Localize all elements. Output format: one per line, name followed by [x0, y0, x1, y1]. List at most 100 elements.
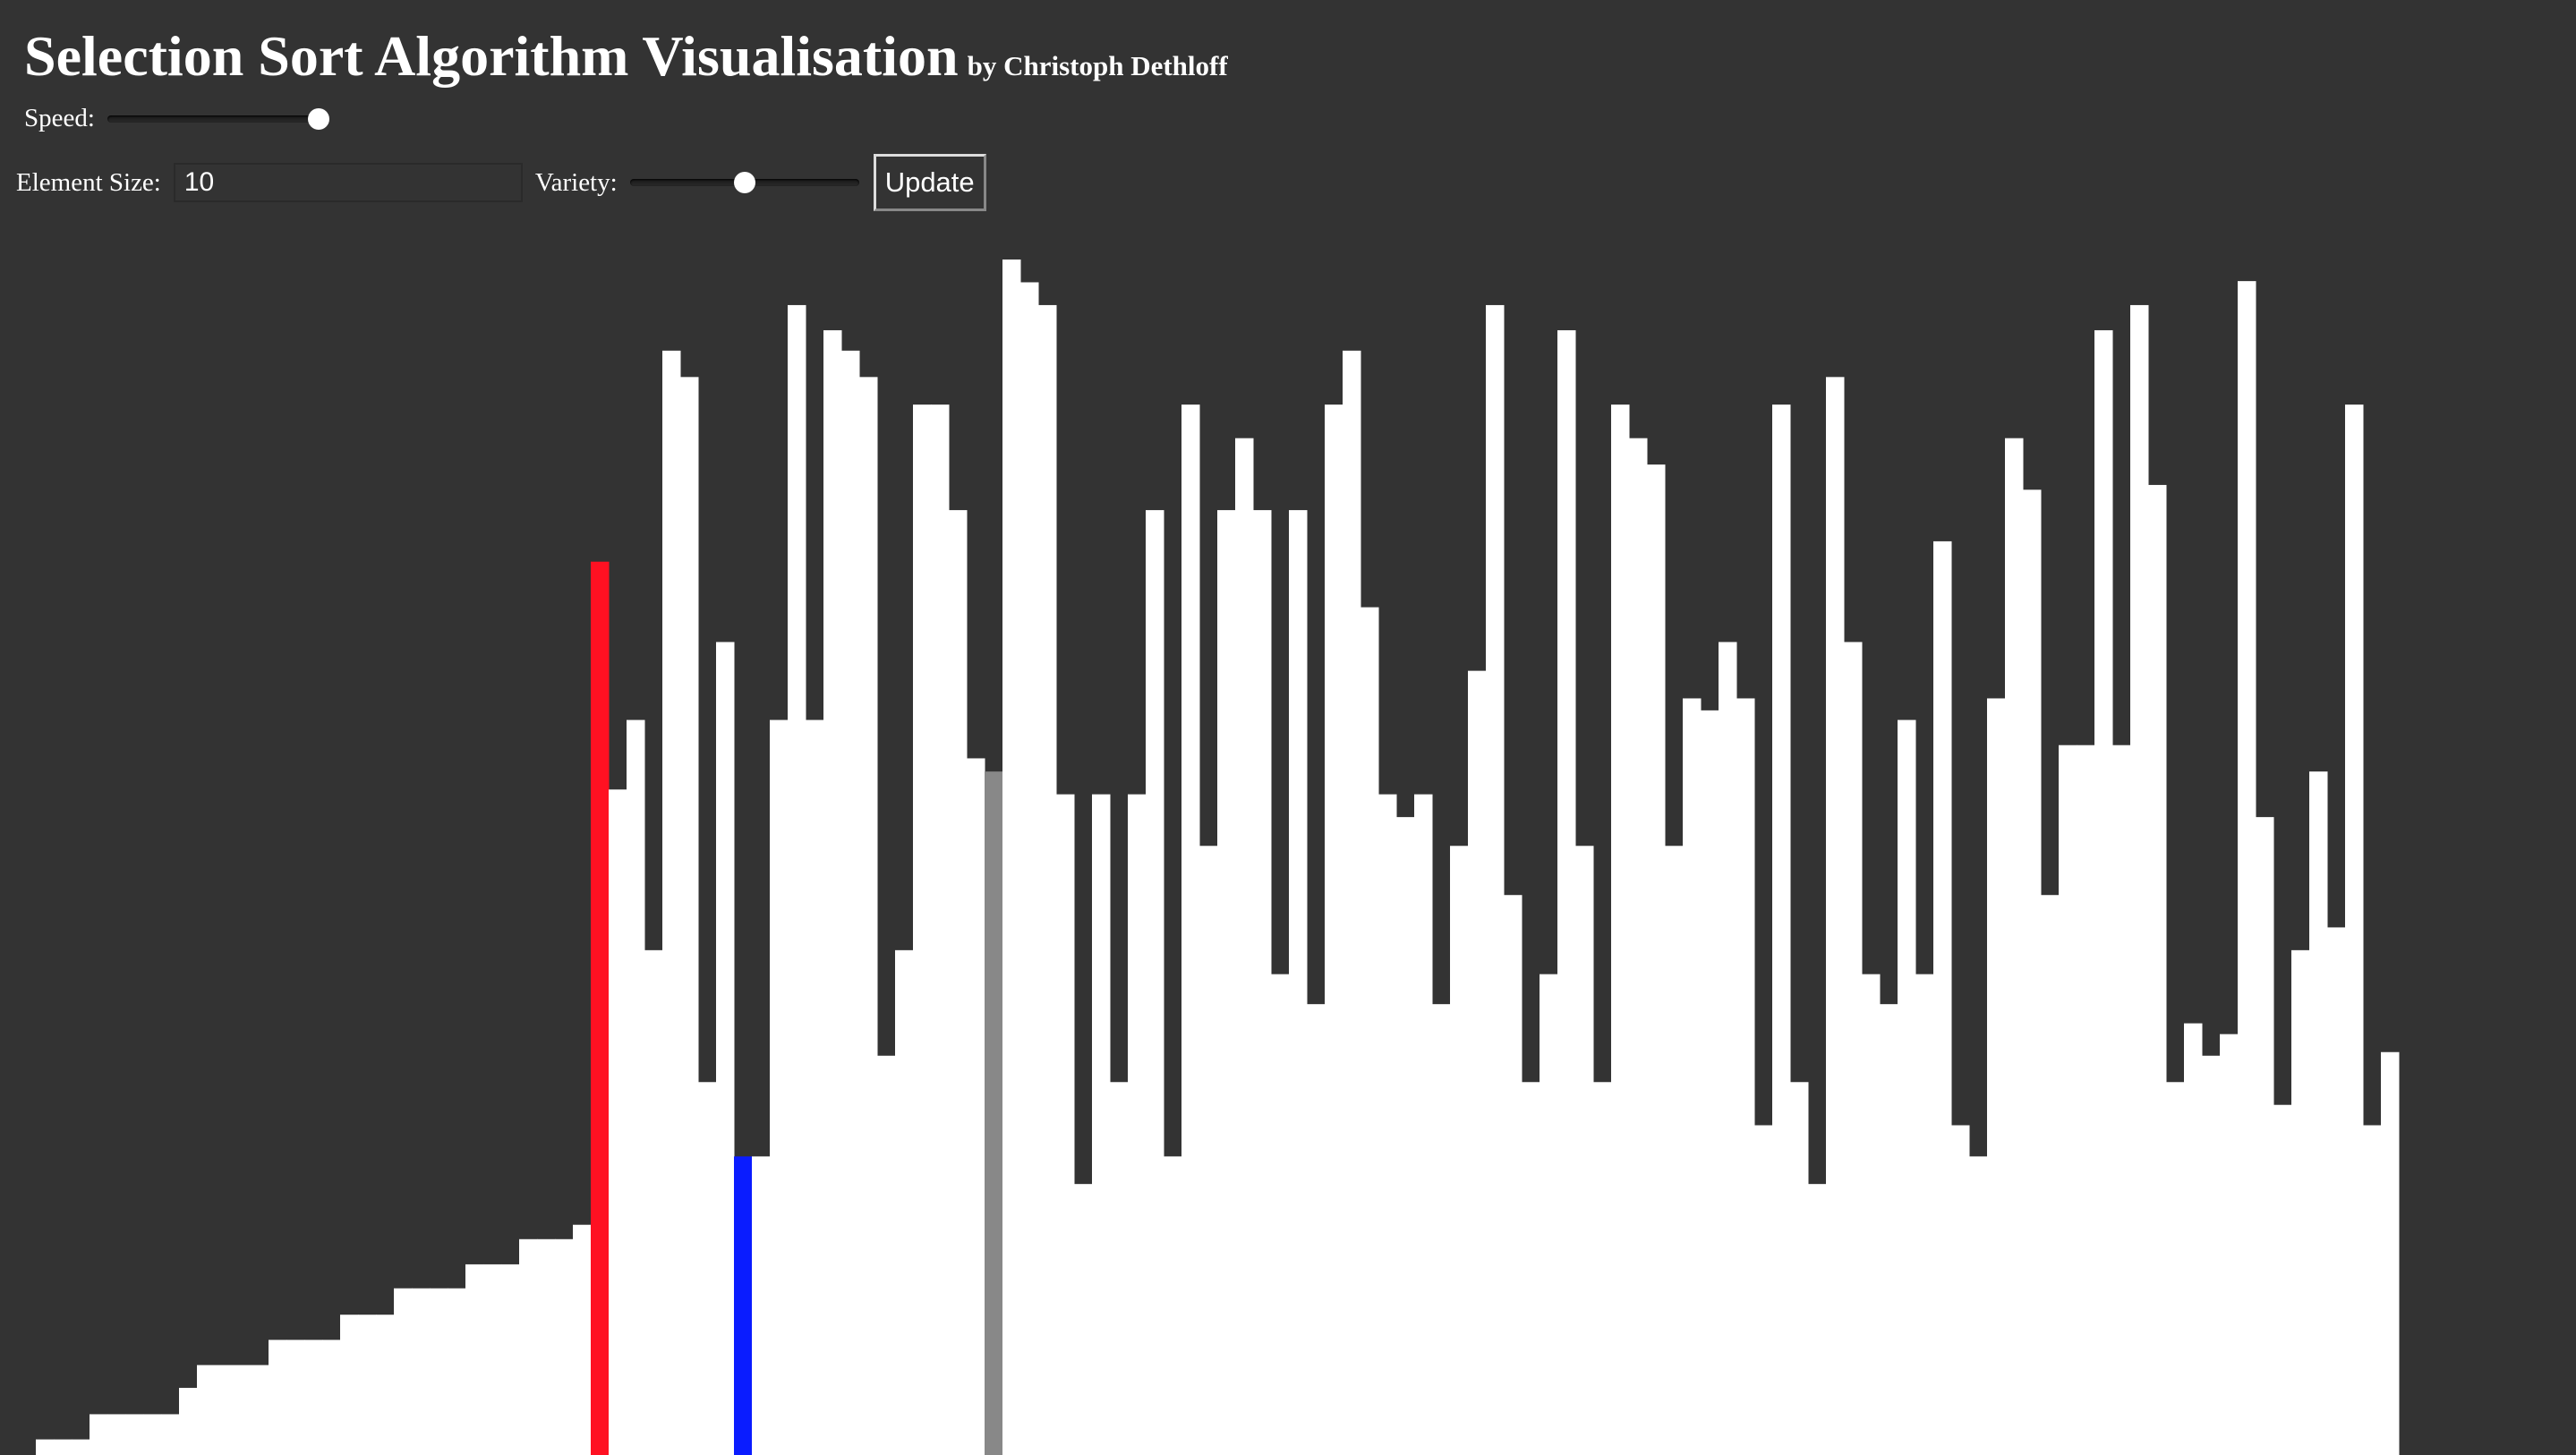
bar	[430, 1288, 448, 1455]
bar	[1414, 794, 1433, 1455]
bar	[895, 949, 914, 1455]
bar	[2220, 1034, 2239, 1455]
bar	[2273, 1104, 2292, 1455]
bar	[1754, 1125, 1773, 1455]
bar	[2184, 1023, 2203, 1455]
bar	[358, 1315, 377, 1455]
bar	[1790, 1082, 1809, 1455]
bar	[698, 1082, 717, 1455]
bar	[1164, 1156, 1182, 1455]
bar	[2130, 304, 2149, 1455]
bar	[537, 1238, 556, 1455]
bar	[2059, 745, 2077, 1455]
speed-slider-track	[107, 115, 329, 123]
bar	[644, 949, 663, 1455]
bar	[788, 304, 806, 1455]
bar-scan-pointer	[985, 771, 1003, 1455]
bar	[2077, 745, 2095, 1455]
bar	[1002, 260, 1021, 1455]
update-button[interactable]: Update	[873, 154, 986, 211]
bar	[233, 1365, 252, 1455]
bar	[1038, 304, 1057, 1455]
bar	[1522, 1082, 1540, 1455]
bar	[1378, 794, 1397, 1455]
bar	[107, 1414, 126, 1455]
bar	[1235, 438, 1254, 1455]
bar	[2005, 438, 2024, 1455]
speed-slider-thumb[interactable]	[307, 107, 329, 130]
bar	[2023, 489, 2042, 1455]
bar	[1289, 510, 1308, 1455]
bar	[1181, 404, 1200, 1455]
bar	[90, 1414, 108, 1455]
bar	[179, 1387, 198, 1455]
bar	[269, 1340, 287, 1455]
bar	[1880, 1004, 1898, 1455]
bar	[394, 1288, 413, 1455]
bar	[2381, 1051, 2400, 1455]
bar	[627, 719, 645, 1455]
bar	[1361, 607, 1379, 1455]
bar	[304, 1340, 323, 1455]
author-byline: by Christoph Dethloff	[967, 50, 1228, 81]
bar	[2309, 771, 2328, 1455]
bar	[251, 1365, 269, 1455]
bar	[1575, 846, 1594, 1455]
bar	[286, 1340, 305, 1455]
bar	[1772, 404, 1791, 1455]
bar	[2327, 927, 2346, 1455]
bar	[412, 1288, 431, 1455]
bar	[1110, 1082, 1129, 1455]
bar	[1396, 817, 1415, 1455]
bar	[573, 1224, 592, 1455]
bar	[72, 1439, 90, 1455]
bar	[1969, 1156, 1988, 1455]
bar	[841, 350, 860, 1455]
bar	[823, 330, 842, 1455]
variety-label: Variety:	[534, 167, 618, 197]
bar-comparing	[734, 1156, 753, 1455]
bar	[340, 1315, 359, 1455]
bar	[806, 719, 824, 1455]
bar	[465, 1264, 484, 1455]
bar	[54, 1439, 73, 1455]
bar	[519, 1238, 538, 1455]
bar	[752, 1156, 771, 1455]
bar	[1683, 698, 1702, 1455]
bar	[322, 1340, 341, 1455]
header: Selection Sort Algorithm Visualisation b…	[24, 23, 1228, 89]
bar	[2238, 281, 2256, 1455]
bar	[1432, 1004, 1451, 1455]
bar	[1915, 974, 1934, 1455]
bar	[1253, 510, 1272, 1455]
bar	[949, 510, 968, 1455]
bar	[2256, 817, 2274, 1455]
bar	[448, 1288, 466, 1455]
bar	[1719, 642, 1737, 1455]
element-size-input[interactable]	[173, 163, 523, 202]
bar	[1450, 846, 1469, 1455]
bar	[1701, 710, 1719, 1455]
variety-slider[interactable]	[629, 171, 859, 194]
bar	[2041, 895, 2060, 1455]
bar	[2345, 404, 2364, 1455]
bar	[1951, 1125, 1970, 1455]
bar	[609, 789, 627, 1455]
bar	[1325, 404, 1343, 1455]
bar	[1665, 846, 1684, 1455]
bar	[2291, 949, 2310, 1455]
bar	[967, 758, 985, 1455]
page-title: Selection Sort Algorithm Visualisation	[24, 24, 959, 88]
bar	[1933, 540, 1952, 1455]
bar	[197, 1365, 216, 1455]
bar	[859, 377, 878, 1455]
bar	[2363, 1125, 2382, 1455]
bar	[1056, 794, 1075, 1455]
bar	[1987, 698, 2006, 1455]
bar	[1611, 404, 1630, 1455]
speed-slider[interactable]	[107, 107, 329, 131]
variety-slider-thumb[interactable]	[733, 172, 755, 193]
bar	[1307, 1004, 1326, 1455]
